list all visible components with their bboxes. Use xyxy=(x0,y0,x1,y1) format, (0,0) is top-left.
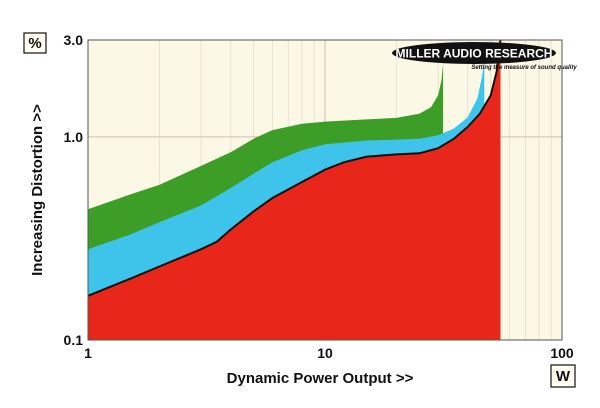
y-tick-label: 1.0 xyxy=(64,129,84,145)
x-tick-label: 100 xyxy=(550,345,574,361)
y-tick-label: 0.1 xyxy=(64,332,84,348)
plot-frame xyxy=(87,39,563,341)
distortion-curve-outline xyxy=(87,39,502,297)
x-unit-label: W xyxy=(556,368,571,385)
brand-logo: MILLER AUDIO RESEARCH Setting the measur… xyxy=(392,42,577,71)
x-axis-title: Dynamic Power Output >> xyxy=(227,370,414,387)
x-tick-label: 10 xyxy=(317,345,333,361)
y-unit-box: % xyxy=(23,32,47,54)
logo-text: MILLER AUDIO RESEARCH xyxy=(396,47,553,61)
y-axis-title: Increasing Distortion >> xyxy=(29,104,46,276)
logo-tagline: Setting the measure of sound quality xyxy=(471,65,577,71)
distortion-area-3 xyxy=(88,40,501,340)
y-tick-label: 3.0 xyxy=(64,32,84,48)
y-unit-label: % xyxy=(28,35,41,52)
distortion-areas xyxy=(87,39,502,340)
x-tick-label: 1 xyxy=(84,345,92,361)
tick-labels: 1 10 100 0.1 1.0 3.0 xyxy=(64,32,574,361)
x-unit-box: W xyxy=(550,364,576,388)
